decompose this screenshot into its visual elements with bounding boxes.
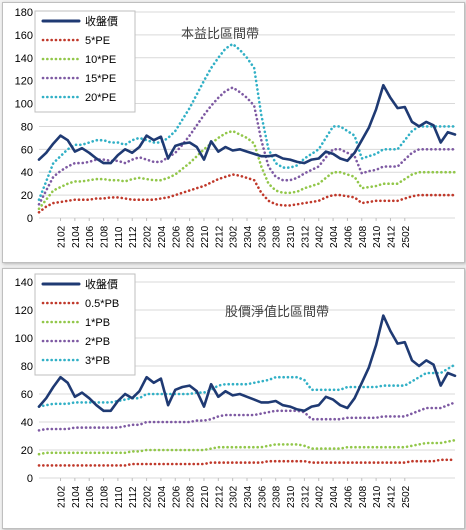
pb-band-chart-panel: 0 20 40 60 80 100 120 140 2102 2104 2106 2108 2110 21…	[2, 268, 465, 529]
pb-band-chart: 0 20 40 60 80 100 120 140 2102 2104 2106 2108 2110 21…	[15, 273, 457, 508]
x-tick-label: 2112	[128, 486, 139, 508]
x-tick-label: 2104	[71, 485, 82, 508]
x-tick-label: 2308	[272, 485, 283, 508]
y-tick-label: 40	[21, 417, 33, 429]
series-line-4	[37, 363, 457, 408]
x-tick-label: 2502	[401, 225, 412, 248]
x-tick-label: 2306	[257, 225, 268, 248]
chart-title: 股價淨值比區間帶	[225, 304, 329, 319]
y-tick-label: 100	[15, 333, 33, 345]
x-tick-label: 2402	[315, 485, 326, 508]
x-tick-label: 2206	[171, 485, 182, 508]
x-tick-label: 2210	[200, 485, 211, 508]
legend-label: 收盤價	[85, 14, 118, 28]
x-tick-label: 2102	[57, 225, 68, 248]
x-tick-label: 2110	[114, 486, 125, 508]
x-tick-label: 2210	[200, 225, 211, 248]
x-tick-label: 2408	[358, 485, 369, 508]
x-tick-label: 2212	[214, 485, 225, 508]
y-tick-label: 20	[21, 445, 33, 457]
legend: 收盤價 5*PE 10*PE 15*PE 20*PE	[34, 10, 136, 113]
x-tick-label: 2410	[372, 225, 383, 248]
x-tick-label: 2112	[128, 226, 139, 248]
y-tick-label: 0	[27, 473, 33, 485]
x-tick-label: 2108	[100, 485, 111, 508]
y-tick-label: 120	[15, 76, 33, 88]
x-tick-label: 2208	[186, 485, 197, 508]
x-tick-label: 2312	[300, 485, 311, 508]
y-tick-label: 120	[15, 305, 33, 317]
series-line-0	[37, 83, 457, 165]
x-tick-label: 2304	[243, 225, 254, 248]
legend-label: 2*PB	[85, 336, 110, 348]
x-tick-label: 2110	[114, 226, 125, 248]
legend-label: 10*PE	[85, 54, 116, 66]
x-tick-label: 2202	[143, 485, 154, 508]
x-tick-label: 2302	[229, 225, 240, 248]
x-tick-label: 2202	[143, 225, 154, 248]
legend-label: 0.5*PB	[85, 298, 119, 310]
x-tick-label: 2308	[272, 225, 283, 248]
x-tick-label: 2102	[57, 485, 68, 508]
chart-title: 本益比區間帶	[181, 26, 259, 41]
y-tick-label: 140	[15, 277, 33, 289]
series-line-3	[37, 401, 457, 432]
y-tick-label: 80	[21, 361, 33, 373]
x-tick-label: 2104	[71, 225, 82, 248]
y-tick-label: 100	[15, 99, 33, 111]
legend-label: 1*PB	[85, 317, 110, 329]
legend-box	[34, 273, 136, 376]
legend-box	[34, 10, 136, 113]
x-tick-label: 2106	[85, 225, 96, 248]
legend-label: 15*PE	[85, 73, 116, 85]
y-tick-label: 180	[15, 7, 33, 19]
x-tick-label: 2410	[372, 485, 383, 508]
series-line-1	[37, 458, 457, 467]
legend-label: 20*PE	[85, 92, 116, 104]
y-tick-label: 140	[15, 53, 33, 65]
x-tick-label: 2204	[157, 485, 168, 508]
pe-band-chart-panel: 0 20 40 60 80 100 120 140 160 180 2102 2104 2106 2108…	[2, 2, 465, 263]
y-tick-label: 60	[21, 389, 33, 401]
legend-label: 5*PE	[85, 35, 110, 47]
y-tick-label: 0	[27, 213, 33, 225]
x-tick-label: 2406	[343, 485, 354, 508]
x-tick-label: 2404	[329, 485, 340, 508]
x-tick-label: 2302	[229, 485, 240, 508]
y-tick-label: 20	[21, 190, 33, 202]
x-tick-label: 2106	[85, 485, 96, 508]
x-tick-label: 2402	[315, 225, 326, 248]
y-tick-label: 80	[21, 121, 33, 133]
x-tick-label: 2204	[157, 225, 168, 248]
series-line-3	[37, 86, 457, 206]
x-tick-label: 2502	[401, 485, 412, 508]
x-tick-label: 2310	[286, 225, 297, 248]
x-tick-label: 2404	[329, 225, 340, 248]
x-tick-label: 2406	[343, 225, 354, 248]
series-line-4	[37, 42, 457, 201]
x-tick-label: 2304	[243, 485, 254, 508]
x-tick-label: 2310	[286, 485, 297, 508]
x-tick-label: 2312	[300, 225, 311, 248]
series-line-1	[37, 173, 457, 214]
y-tick-label: 60	[21, 144, 33, 156]
x-tick-label: 2412	[386, 485, 397, 508]
y-tick-label: 40	[21, 167, 33, 179]
y-tick-label: 160	[15, 30, 33, 42]
legend: 收盤價 0.5*PB 1*PB 2*PB 3*PB	[34, 273, 136, 376]
x-tick-label: 2208	[186, 225, 197, 248]
x-tick-label: 2206	[171, 225, 182, 248]
x-tick-label: 2212	[214, 225, 225, 248]
x-tick-label: 2408	[358, 225, 369, 248]
x-tick-label: 2306	[257, 485, 268, 508]
x-tick-label: 2108	[100, 225, 111, 248]
series-line-2	[37, 129, 457, 211]
legend-label: 收盤價	[85, 277, 118, 291]
pe-band-chart: 0 20 40 60 80 100 120 140 160 180 2102 2104 2106 2108…	[15, 7, 457, 248]
x-tick-label: 2412	[386, 225, 397, 248]
legend-label: 3*PB	[85, 355, 110, 367]
series-line-0	[37, 314, 457, 413]
series-line-2	[37, 438, 457, 456]
